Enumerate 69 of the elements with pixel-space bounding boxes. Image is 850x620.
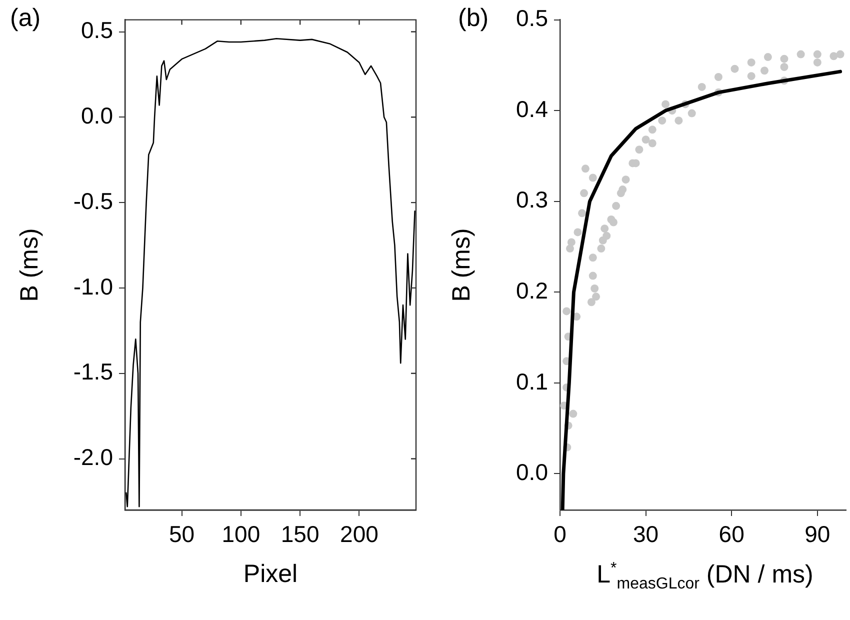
x-axis-title: Pixel bbox=[243, 560, 298, 589]
point bbox=[569, 410, 578, 418]
y-axis-title: B (ms) bbox=[16, 228, 44, 302]
point bbox=[562, 307, 571, 316]
point bbox=[730, 64, 739, 73]
y-tick-label: -1.0 bbox=[73, 273, 113, 300]
chart-title: (b) bbox=[458, 4, 489, 33]
point bbox=[622, 176, 630, 184]
y-tick-label: 0.1 bbox=[516, 368, 548, 394]
y-tick-label: 0.3 bbox=[516, 186, 548, 213]
point bbox=[588, 272, 597, 280]
y-tick-label: 0.0 bbox=[516, 459, 548, 486]
point bbox=[830, 52, 838, 60]
point bbox=[567, 238, 576, 246]
point bbox=[600, 224, 609, 233]
point bbox=[836, 50, 844, 58]
x-tick-label: 30 bbox=[633, 521, 659, 548]
x-tick-label: 150 bbox=[280, 521, 320, 548]
y-tick-label: -0.5 bbox=[73, 188, 113, 214]
point bbox=[609, 218, 618, 226]
y-tick-label: 0.0 bbox=[81, 102, 113, 128]
x-tick-label: 60 bbox=[718, 521, 744, 548]
point bbox=[635, 146, 644, 154]
point bbox=[780, 63, 788, 72]
point bbox=[813, 50, 822, 58]
point bbox=[602, 232, 611, 240]
y-axis-title: B (ms) bbox=[448, 228, 476, 302]
point bbox=[578, 209, 586, 218]
x-tick-label: 90 bbox=[804, 521, 830, 548]
point bbox=[780, 54, 788, 63]
point bbox=[618, 186, 627, 194]
y-tick-label: 0.4 bbox=[516, 96, 548, 122]
x-tick-label: 200 bbox=[340, 521, 378, 548]
point bbox=[588, 254, 597, 262]
point bbox=[698, 82, 706, 91]
x-tick-label: 100 bbox=[222, 521, 260, 548]
point bbox=[796, 50, 805, 58]
point bbox=[642, 136, 650, 144]
point bbox=[588, 174, 597, 182]
x-tick-label: 0 bbox=[554, 521, 566, 548]
y-tick-label: -2.0 bbox=[73, 444, 113, 470]
point bbox=[566, 244, 574, 253]
point bbox=[612, 202, 620, 210]
chart-title: (a) bbox=[10, 4, 41, 33]
point bbox=[574, 228, 582, 236]
point bbox=[658, 116, 666, 125]
point bbox=[597, 244, 606, 253]
point bbox=[747, 72, 756, 80]
point bbox=[760, 66, 768, 75]
y-tick-label: 0.5 bbox=[81, 17, 113, 44]
point bbox=[688, 109, 696, 118]
point bbox=[747, 58, 756, 66]
point bbox=[764, 53, 772, 62]
x-axis-title: L$^{*}$$_{measGLcor}$ (DN / ms) bbox=[596, 560, 814, 594]
point bbox=[662, 100, 670, 108]
point bbox=[580, 189, 588, 198]
point bbox=[587, 298, 596, 306]
y-tick-label: -1.5 bbox=[73, 358, 113, 385]
point bbox=[648, 126, 656, 134]
y-tick-label: 0.2 bbox=[516, 277, 548, 304]
point bbox=[592, 292, 600, 301]
point bbox=[813, 58, 822, 66]
x-tick-label: 50 bbox=[168, 521, 195, 548]
point bbox=[714, 72, 722, 81]
point bbox=[648, 139, 656, 148]
y-tick-label: 0.5 bbox=[516, 5, 548, 32]
point bbox=[674, 116, 683, 125]
point bbox=[581, 164, 590, 173]
point bbox=[590, 284, 599, 292]
